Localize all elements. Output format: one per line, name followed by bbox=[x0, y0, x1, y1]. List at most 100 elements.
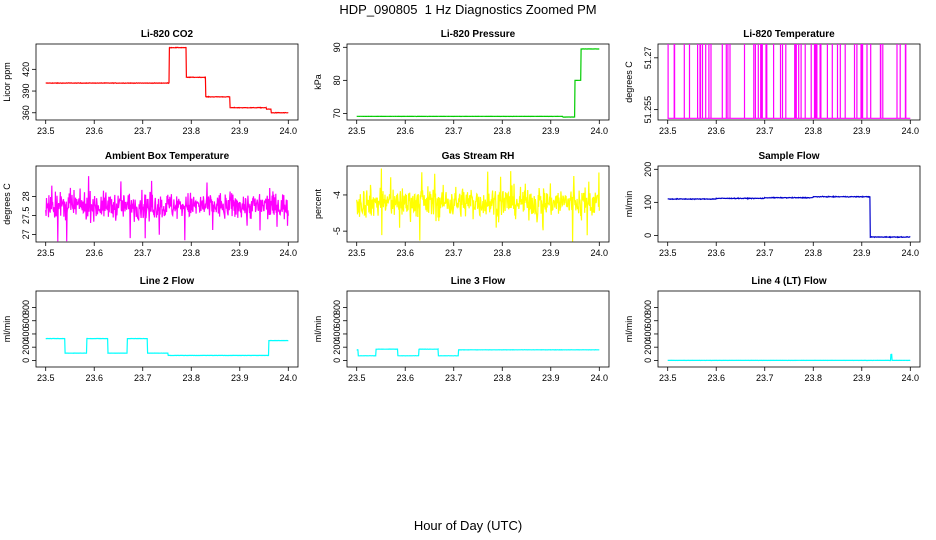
y-tick-label: 200 bbox=[643, 340, 653, 355]
x-tick-label: 23.5 bbox=[659, 126, 677, 136]
x-tick-label: 23.6 bbox=[396, 126, 414, 136]
panel-4: Gas Stream RH 23.5 23.6 23.7 23.8 23.9 24.0 -5 -… bbox=[313, 151, 610, 258]
panel-6: Line 2 Flow 23.5 23.6 23.7 23.8 23.9 24.0 0 2004… bbox=[2, 276, 299, 383]
y-axis-label: ml/min bbox=[624, 316, 634, 343]
y-tick-label: 0 bbox=[643, 358, 653, 363]
x-tick-label: 24.0 bbox=[591, 373, 609, 383]
y-tick-label: 600 bbox=[643, 313, 653, 328]
x-tick-label: 23.5 bbox=[348, 126, 366, 136]
x-tick-label: 23.8 bbox=[182, 373, 200, 383]
plot-frame bbox=[35, 43, 299, 121]
x-tick-label: 24.0 bbox=[591, 248, 609, 258]
y-tick-label: 0 bbox=[643, 233, 653, 238]
x-tick-label: 24.0 bbox=[902, 248, 920, 258]
x-tick-label: 23.9 bbox=[542, 373, 560, 383]
x-tick-label: 23.5 bbox=[348, 248, 366, 258]
y-axis-label: percent bbox=[313, 188, 323, 219]
plot-frame bbox=[35, 165, 299, 243]
x-tick-label: 23.5 bbox=[659, 248, 677, 258]
x-tick-label: 23.8 bbox=[493, 248, 511, 258]
x-tick-label: 23.8 bbox=[493, 126, 511, 136]
y-tick-label: 600 bbox=[21, 313, 31, 328]
panel-title: Li-820 CO2 bbox=[141, 29, 194, 40]
y-axis-label: Licor ppm bbox=[2, 62, 12, 102]
y-tick-label: 51.27 bbox=[643, 47, 653, 70]
x-tick-label: 24.0 bbox=[280, 126, 298, 136]
x-tick-label: 23.7 bbox=[445, 248, 463, 258]
x-tick-label: 23.6 bbox=[707, 126, 725, 136]
series-line bbox=[667, 353, 911, 362]
x-tick-label: 23.8 bbox=[804, 373, 822, 383]
figure-title: HDP_090805 1 Hz Diagnostics Zoomed PM bbox=[339, 2, 597, 17]
x-tick-label: 23.8 bbox=[182, 126, 200, 136]
y-tick-label: 200 bbox=[21, 340, 31, 355]
x-tick-label: 23.6 bbox=[85, 248, 103, 258]
x-tick-label: 23.5 bbox=[37, 248, 55, 258]
x-tick-label: 23.7 bbox=[134, 248, 152, 258]
x-tick-label: 23.5 bbox=[659, 373, 677, 383]
x-tick-label: 23.6 bbox=[396, 248, 414, 258]
x-tick-label: 23.9 bbox=[231, 373, 249, 383]
x-tick-label: 23.6 bbox=[707, 373, 725, 383]
panel-title: Li-820 Pressure bbox=[441, 29, 516, 40]
series-line bbox=[356, 348, 600, 357]
series-line bbox=[45, 337, 289, 357]
x-tick-label: 23.8 bbox=[804, 248, 822, 258]
y-tick-label: 200 bbox=[643, 162, 653, 177]
x-tick-label: 23.6 bbox=[85, 373, 103, 383]
x-tick-label: 23.6 bbox=[707, 248, 725, 258]
x-tick-label: 23.6 bbox=[85, 126, 103, 136]
y-tick-label: 0 bbox=[21, 358, 31, 363]
x-tick-label: 23.5 bbox=[37, 373, 55, 383]
y-tick-label: 600 bbox=[332, 313, 342, 328]
x-tick-label: 23.9 bbox=[542, 248, 560, 258]
y-tick-label: -5 bbox=[332, 227, 342, 235]
x-axis-caption: Hour of Day (UTC) bbox=[413, 518, 523, 533]
x-tick-label: 23.8 bbox=[804, 126, 822, 136]
y-axis-label: kPa bbox=[313, 74, 323, 90]
series-line bbox=[45, 46, 289, 114]
panel-title: Sample Flow bbox=[758, 151, 819, 162]
x-tick-label: 23.7 bbox=[445, 126, 463, 136]
x-tick-label: 24.0 bbox=[902, 373, 920, 383]
y-axis-label: degrees C bbox=[624, 61, 634, 103]
panel-3: Ambient Box Temperature 23.5 23.6 23.7 23.8 2… bbox=[2, 151, 299, 258]
y-tick-label: 800 bbox=[21, 300, 31, 315]
x-tick-label: 23.9 bbox=[231, 126, 249, 136]
x-tick-label: 23.7 bbox=[134, 373, 152, 383]
x-tick-label: 24.0 bbox=[902, 126, 920, 136]
plot-frame bbox=[657, 165, 921, 243]
panel-0: Li-820 CO2 23.5 23.6 23.7 23.8 23.9 24.0 360 390… bbox=[2, 29, 299, 136]
panel-title: Gas Stream RH bbox=[442, 151, 515, 162]
panel-1: Li-820 Pressure 23.5 23.6 23.7 23.8 23.9 24.0 7… bbox=[313, 29, 610, 136]
y-axis-label: ml/min bbox=[624, 191, 634, 218]
y-tick-label: 800 bbox=[643, 300, 653, 315]
y-tick-label: 27.5 bbox=[21, 207, 31, 225]
x-tick-label: 23.8 bbox=[493, 373, 511, 383]
y-tick-label: 360 bbox=[21, 105, 31, 120]
x-tick-label: 23.9 bbox=[853, 248, 871, 258]
y-tick-label: 28 bbox=[21, 191, 31, 201]
x-tick-label: 23.7 bbox=[445, 373, 463, 383]
y-tick-label: 420 bbox=[21, 62, 31, 77]
x-tick-label: 24.0 bbox=[280, 373, 298, 383]
x-tick-label: 24.0 bbox=[280, 248, 298, 258]
panel-8: Line 4 (LT) Flow 23.5 23.6 23.7 23.8 23.9 24.0… bbox=[624, 276, 921, 383]
y-tick-label: 90 bbox=[332, 42, 342, 52]
series-line bbox=[45, 176, 289, 242]
series-line bbox=[356, 168, 600, 242]
panel-5: Sample Flow 23.5 23.6 23.7 23.8 23.9 24.0 0 100 2… bbox=[624, 151, 921, 258]
plot-frame bbox=[657, 43, 921, 121]
y-tick-label: 400 bbox=[332, 326, 342, 341]
panel-2: Li-820 Temperature 23.5 23.6 23.7 23.8 23.9 24… bbox=[624, 29, 921, 136]
x-tick-label: 23.5 bbox=[37, 126, 55, 136]
y-tick-label: 70 bbox=[332, 108, 342, 118]
y-tick-label: 100 bbox=[643, 195, 653, 210]
x-tick-label: 24.0 bbox=[591, 126, 609, 136]
y-tick-label: 400 bbox=[21, 326, 31, 341]
y-axis-label: ml/min bbox=[2, 316, 12, 343]
y-tick-label: 0 bbox=[332, 358, 342, 363]
x-tick-label: 23.9 bbox=[231, 248, 249, 258]
y-tick-label: 400 bbox=[643, 326, 653, 341]
